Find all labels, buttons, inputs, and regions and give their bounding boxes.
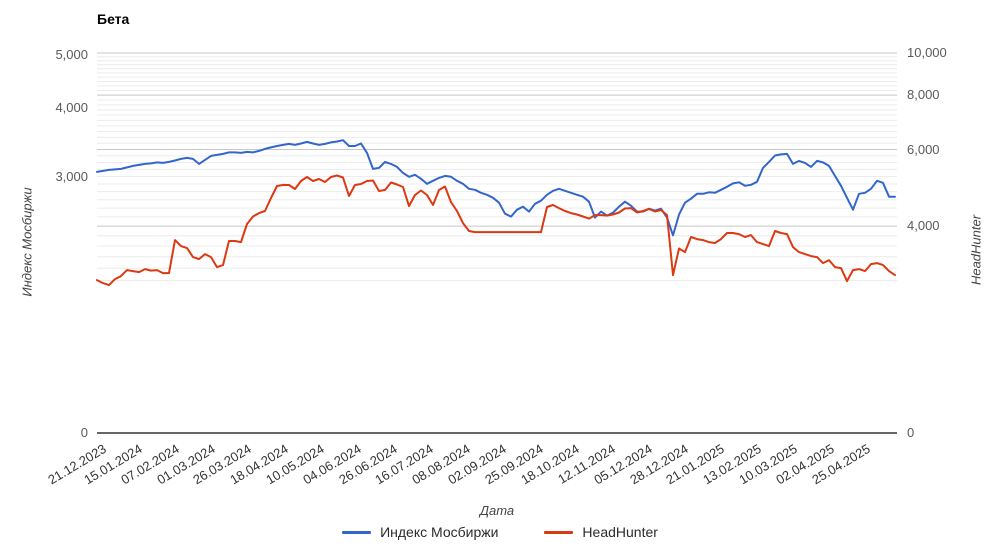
legend-swatch-headhunter [544,530,574,534]
legend-item-moex-index: Индекс Мосбиржи [342,524,498,540]
y-axis-left-title: Индекс Мосбиржи [19,187,35,297]
y-left-tick-label: 4,000 [55,100,88,116]
legend-item-headhunter: HeadHunter [544,524,658,540]
y-right-tick-label: 10,000 [907,45,947,60]
y-axis-right-title: HeadHunter [968,214,984,286]
y-left-tick-label: 5,000 [55,47,88,62]
legend-label-headhunter: HeadHunter [582,524,658,540]
chart-title: Бета [97,11,130,27]
series-line-moex-index [96,139,896,237]
y-right-tick-label: 6,000 [907,141,940,157]
y-right-tick-label: 0 [907,425,915,440]
chart-legend: Индекс Мосбиржи HeadHunter [0,524,1000,540]
y-right-tick-label: 8,000 [907,87,940,103]
x-axis-title: Дата [479,503,515,518]
series-line-headhunter [96,174,896,287]
y-right-tick-label: 4,000 [907,218,940,234]
y-left-tick-label: 0 [80,425,88,440]
legend-swatch-moex-index [342,530,372,534]
legend-label-moex-index: Индекс Мосбиржи [380,524,499,540]
y-left-tick-label: 3,000 [55,169,88,185]
